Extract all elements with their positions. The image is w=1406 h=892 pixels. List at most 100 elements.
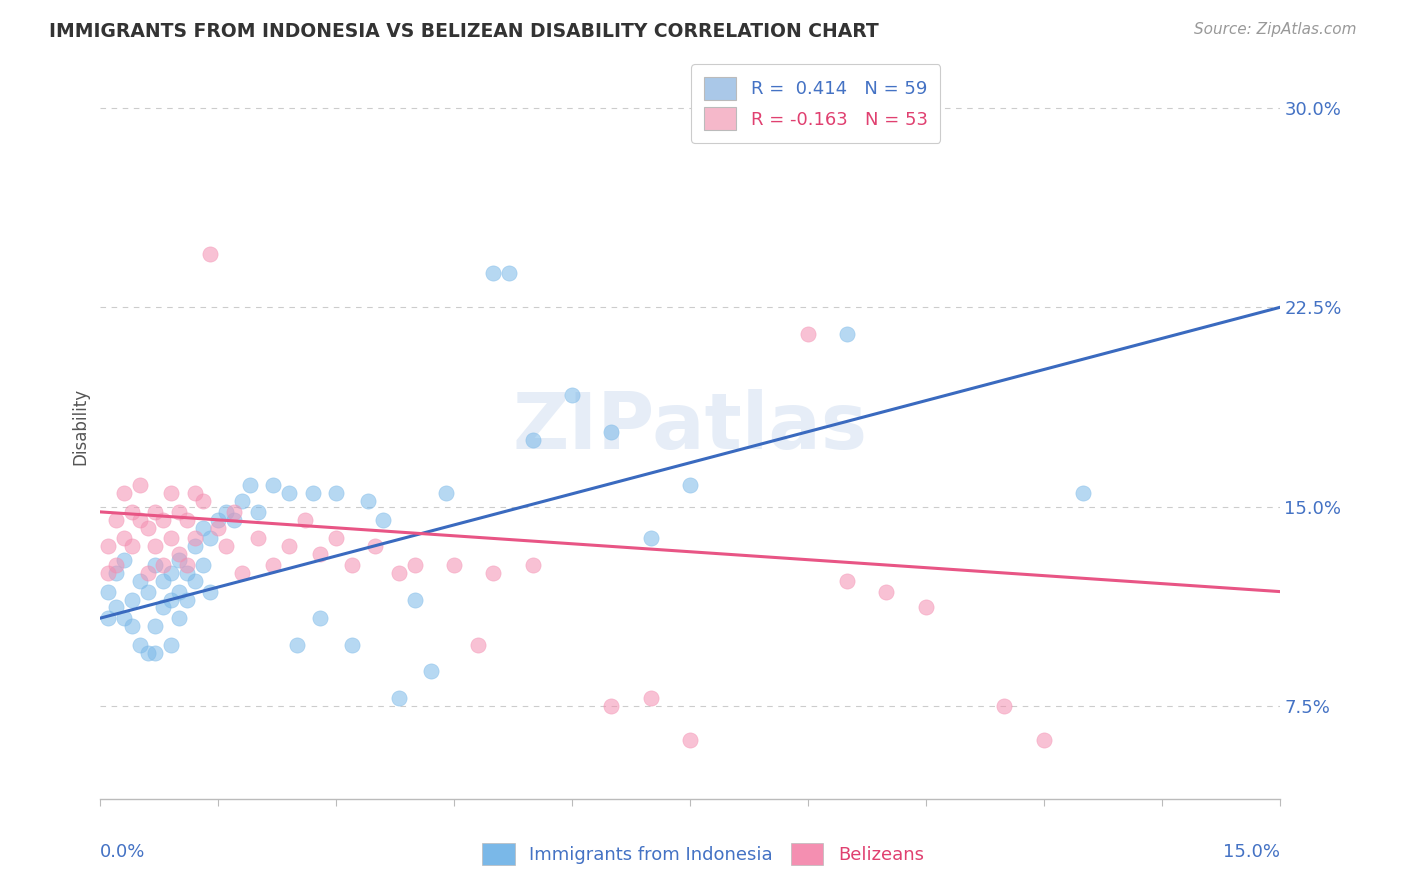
Point — [600, 698, 623, 713]
Point — [246, 505, 269, 519]
Point — [837, 574, 859, 588]
Point — [112, 552, 135, 566]
Point — [97, 584, 120, 599]
Point — [231, 566, 253, 580]
Point — [522, 433, 544, 447]
Point — [176, 513, 198, 527]
Point — [1071, 486, 1094, 500]
Point — [145, 558, 167, 572]
Point — [128, 513, 150, 527]
Point — [128, 638, 150, 652]
Point — [136, 584, 159, 599]
Point — [191, 558, 214, 572]
Point — [914, 600, 936, 615]
Point — [145, 646, 167, 660]
Point — [309, 548, 332, 562]
Point — [200, 247, 222, 261]
Point — [239, 478, 262, 492]
Text: IMMIGRANTS FROM INDONESIA VS BELIZEAN DISABILITY CORRELATION CHART: IMMIGRANTS FROM INDONESIA VS BELIZEAN DI… — [49, 22, 879, 41]
Y-axis label: Disability: Disability — [72, 388, 89, 466]
Point — [167, 584, 190, 599]
Point — [404, 558, 426, 572]
Point — [443, 558, 465, 572]
Point — [167, 611, 190, 625]
Point — [388, 690, 411, 705]
Point — [1032, 733, 1054, 747]
Point — [278, 486, 301, 500]
Point — [876, 584, 898, 599]
Point — [97, 611, 120, 625]
Point — [145, 619, 167, 633]
Point — [246, 532, 269, 546]
Point — [183, 574, 205, 588]
Point — [152, 513, 174, 527]
Point — [640, 690, 662, 705]
Point — [340, 558, 363, 572]
Point — [294, 513, 316, 527]
Point — [207, 513, 229, 527]
Text: Source: ZipAtlas.com: Source: ZipAtlas.com — [1194, 22, 1357, 37]
Point — [561, 388, 583, 402]
Point — [837, 326, 859, 341]
Point — [105, 513, 128, 527]
Point — [222, 505, 245, 519]
Point — [482, 266, 505, 280]
Point — [160, 638, 183, 652]
Point — [419, 664, 441, 678]
Point — [112, 611, 135, 625]
Point — [262, 478, 284, 492]
Text: 15.0%: 15.0% — [1223, 843, 1279, 861]
Point — [498, 266, 520, 280]
Point — [222, 513, 245, 527]
Point — [176, 566, 198, 580]
Text: ZIPatlas: ZIPatlas — [512, 389, 868, 465]
Point — [160, 592, 183, 607]
Point — [482, 566, 505, 580]
Legend: Immigrants from Indonesia, Belizeans: Immigrants from Indonesia, Belizeans — [474, 834, 932, 874]
Point — [167, 505, 190, 519]
Point — [207, 521, 229, 535]
Point — [112, 486, 135, 500]
Point — [183, 532, 205, 546]
Point — [121, 619, 143, 633]
Legend: R =  0.414   N = 59, R = -0.163   N = 53: R = 0.414 N = 59, R = -0.163 N = 53 — [692, 64, 941, 143]
Point — [167, 552, 190, 566]
Point — [434, 486, 457, 500]
Point — [356, 494, 378, 508]
Point — [262, 558, 284, 572]
Point — [145, 505, 167, 519]
Point — [136, 521, 159, 535]
Point — [145, 540, 167, 554]
Point — [325, 486, 347, 500]
Point — [136, 646, 159, 660]
Point — [105, 558, 128, 572]
Point — [128, 574, 150, 588]
Point — [152, 600, 174, 615]
Point — [191, 521, 214, 535]
Point — [160, 566, 183, 580]
Point — [301, 486, 323, 500]
Point — [97, 540, 120, 554]
Point — [176, 558, 198, 572]
Point — [522, 558, 544, 572]
Point — [215, 540, 238, 554]
Point — [467, 638, 489, 652]
Point — [600, 425, 623, 440]
Point — [121, 540, 143, 554]
Point — [388, 566, 411, 580]
Point — [183, 540, 205, 554]
Point — [993, 698, 1015, 713]
Point — [215, 505, 238, 519]
Point — [160, 532, 183, 546]
Point — [167, 548, 190, 562]
Point — [278, 540, 301, 554]
Point — [404, 592, 426, 607]
Point — [176, 592, 198, 607]
Point — [152, 558, 174, 572]
Point — [200, 532, 222, 546]
Point — [105, 566, 128, 580]
Point — [160, 486, 183, 500]
Point — [128, 478, 150, 492]
Point — [200, 584, 222, 599]
Point — [183, 486, 205, 500]
